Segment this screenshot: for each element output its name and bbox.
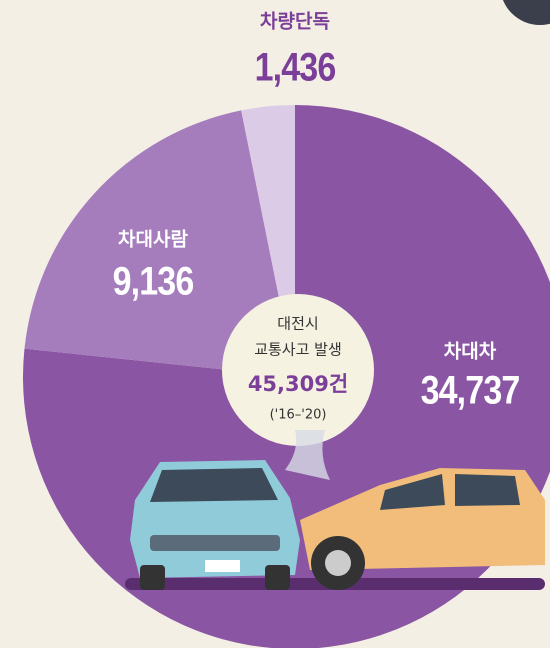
slice-label: 차량단독 <box>260 11 330 33</box>
tire <box>265 565 290 590</box>
tire <box>140 565 165 590</box>
blue-car-grille <box>150 535 280 551</box>
chart: 대전시 교통사고 발생 45,309건 ('16–'20) 차대차 34,737 차… <box>0 0 550 648</box>
slice-value: 34,737 <box>421 367 520 412</box>
orange-car-window <box>455 474 520 506</box>
blue-car-window <box>150 468 278 502</box>
center-line: 교통사고 발생 <box>254 341 342 359</box>
slice-value: 9,136 <box>113 258 194 303</box>
center-line: 대전시 <box>277 315 318 333</box>
plate <box>205 560 240 572</box>
center-period: ('16–'20) <box>270 408 327 423</box>
hub <box>325 550 351 576</box>
slice-label: 차대사람 <box>118 229 188 251</box>
center-total: 45,309건 <box>248 372 348 396</box>
slice-label: 차대차 <box>444 341 497 363</box>
slice-value: 1,436 <box>255 44 336 89</box>
